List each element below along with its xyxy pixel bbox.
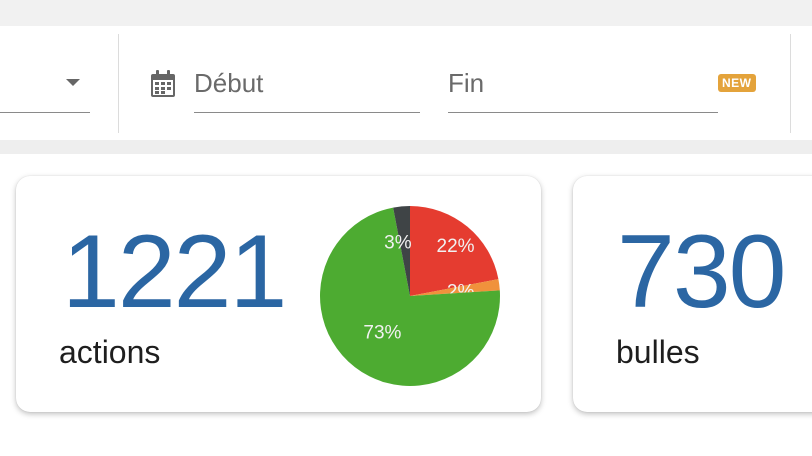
filter-divider-right [790, 34, 791, 133]
pie-chart: 22%2%73%3% [320, 206, 500, 386]
stat-label: actions [59, 334, 161, 370]
stat-card-bulles: 730 bulles [573, 176, 812, 412]
stat-label: bulles [616, 334, 700, 370]
start-date-label: Début [194, 68, 264, 98]
pie-slice-label: 3% [384, 232, 412, 253]
filter-bar [0, 26, 812, 140]
end-date-field[interactable]: Fin [448, 54, 718, 113]
end-date-label: Fin [448, 68, 485, 98]
pie-slice [410, 279, 500, 296]
pie-slice [410, 206, 499, 296]
new-badge: NEW [718, 74, 756, 92]
section-divider [0, 140, 812, 154]
stat-value: 730 [617, 214, 787, 330]
pie-slice-label: 73% [363, 323, 401, 344]
start-date-field[interactable]: Début [194, 54, 420, 113]
chevron-down-icon[interactable] [66, 79, 80, 86]
pie-slice-label: 22% [437, 236, 475, 257]
top-shade [0, 0, 812, 26]
filter-select[interactable] [0, 54, 90, 113]
pie-slice [393, 206, 410, 296]
stat-card-actions: 1221 actions 22% 2% 73% 3% [16, 176, 541, 412]
calendar-icon [151, 70, 175, 97]
stat-value: 1221 [62, 214, 287, 330]
filter-divider [118, 34, 119, 133]
pie-slice [320, 207, 500, 386]
